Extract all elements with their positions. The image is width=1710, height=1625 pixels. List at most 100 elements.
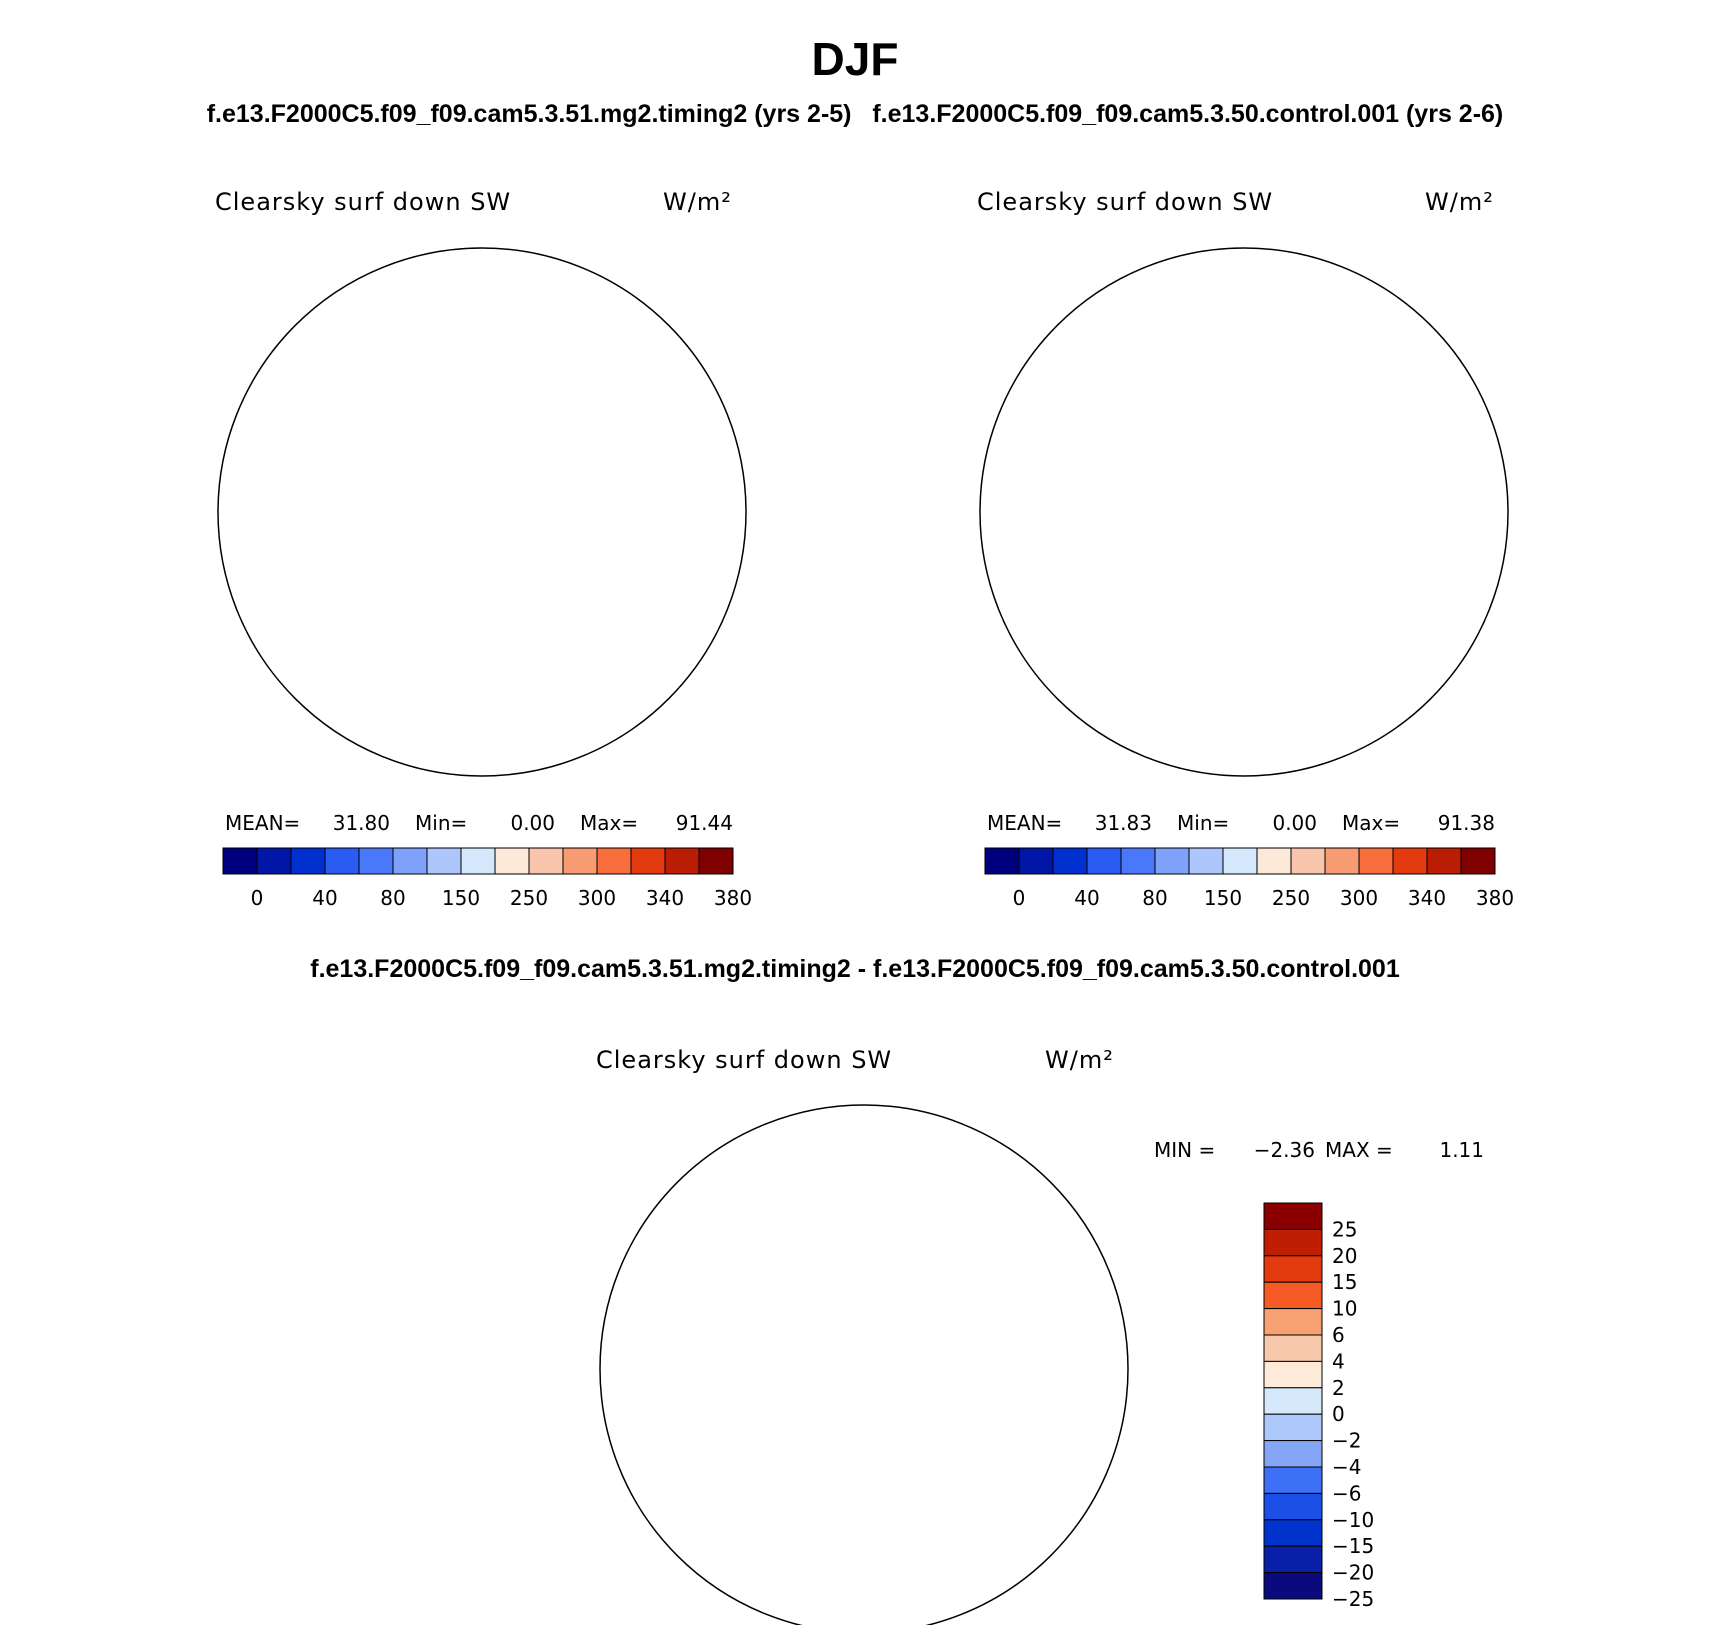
coastline bbox=[974, 217, 1479, 737]
colorbar-swatch bbox=[698, 847, 734, 875]
colorbar-tick-label: −25 bbox=[1332, 1587, 1374, 1611]
units-label-right: W/m² bbox=[1425, 188, 1494, 216]
map-panel-right: Clearsky surf down SW W/m² MEAN= 31.83 Min… bbox=[974, 188, 1514, 910]
colorbar-swatch bbox=[1263, 1281, 1323, 1310]
main-title: DJF bbox=[811, 33, 899, 85]
colorbar-swatch bbox=[1222, 847, 1258, 875]
colorbar-swatch bbox=[1263, 1202, 1323, 1230]
contour-band bbox=[980, 248, 1508, 776]
coastline bbox=[594, 1074, 1099, 1594]
contour-band bbox=[286, 316, 678, 708]
max-label: Max= bbox=[580, 811, 638, 835]
colorbar-swatch bbox=[1263, 1466, 1323, 1494]
colorbar-swatch bbox=[528, 847, 564, 875]
polar-map-difference bbox=[594, 1074, 1128, 1625]
colorbar-swatch bbox=[1188, 847, 1224, 875]
colorbar-tick-label: 0 bbox=[251, 886, 264, 910]
colorbar-tick-label: 150 bbox=[442, 886, 480, 910]
colorbar-tick-label: 250 bbox=[1272, 886, 1310, 910]
colorbar-swatch bbox=[1263, 1440, 1323, 1468]
colorbar-swatch bbox=[1392, 847, 1428, 875]
polar-map-left bbox=[212, 217, 746, 776]
colorbar-tick-label: 340 bbox=[1408, 886, 1446, 910]
min-label: Min= bbox=[415, 811, 467, 835]
contour-band bbox=[700, 760, 746, 776]
colorbar-swatch bbox=[426, 847, 462, 875]
map-panel-difference: Clearsky surf down SW W/m² MIN = −2.36 MAX… bbox=[594, 1046, 1484, 1625]
colorbar-swatch bbox=[392, 847, 428, 875]
colorbar-swatch bbox=[1052, 847, 1088, 875]
colorbar-tick-label: 15 bbox=[1332, 1270, 1357, 1294]
colorbar-tick-label: 380 bbox=[714, 886, 752, 910]
subtitle-right: f.e13.F2000C5.f09_f09.cam5.3.50.control.… bbox=[872, 100, 1504, 128]
colorbar-swatch bbox=[358, 847, 394, 875]
colorbar-swatch bbox=[1426, 847, 1462, 875]
colorbar-tick-label: 6 bbox=[1332, 1323, 1345, 1347]
colorbar-swatch bbox=[222, 847, 258, 875]
colorbar-tick-label: −4 bbox=[1332, 1455, 1361, 1479]
max-value: 91.44 bbox=[676, 811, 733, 835]
contour-band bbox=[1015, 283, 1473, 741]
colorbar-swatch bbox=[1086, 847, 1122, 875]
colorbar-tick-label: 4 bbox=[1332, 1349, 1345, 1373]
colorbar-tick-label: 250 bbox=[510, 886, 548, 910]
contour-band bbox=[1048, 316, 1440, 708]
colorbar-swatch bbox=[1263, 1387, 1323, 1415]
min-value: 0.00 bbox=[1272, 811, 1317, 835]
colorbar-swatch bbox=[984, 847, 1020, 875]
field-label-diff: Clearsky surf down SW bbox=[596, 1046, 892, 1074]
colorbar-tick-label: −10 bbox=[1332, 1508, 1374, 1532]
polar-map-right bbox=[974, 217, 1508, 776]
colorbar-tick-label: −15 bbox=[1332, 1534, 1374, 1558]
colorbar-tick-label: 40 bbox=[1074, 886, 1099, 910]
colorbar-swatch bbox=[324, 847, 360, 875]
colorbar-tick-label: 340 bbox=[646, 886, 684, 910]
colorbar-swatch bbox=[1263, 1519, 1323, 1547]
field-label-right: Clearsky surf down SW bbox=[977, 188, 1273, 216]
colorbar-tick-label: 20 bbox=[1332, 1244, 1357, 1268]
coastline bbox=[212, 217, 717, 737]
colorbar-swatch bbox=[1263, 1308, 1323, 1336]
colorbar-tick-label: 80 bbox=[380, 886, 405, 910]
mean-value: 31.80 bbox=[333, 811, 390, 835]
units-label-left: W/m² bbox=[663, 188, 732, 216]
colorbar-swatch bbox=[1154, 847, 1190, 875]
colorbar-swatch bbox=[1263, 1360, 1323, 1389]
colorbar-tick-label: 300 bbox=[578, 886, 616, 910]
colorbar-tick-label: 0 bbox=[1332, 1402, 1345, 1426]
colorbar-swatch bbox=[494, 847, 530, 875]
colorbar-tick-label: −6 bbox=[1332, 1481, 1361, 1505]
colorbar-swatch bbox=[1018, 847, 1054, 875]
colorbar-swatch bbox=[1358, 847, 1394, 875]
colorbar-tick-label: 300 bbox=[1340, 886, 1378, 910]
colorbar-left: 0 40 80 150 250 300 340 380 bbox=[222, 847, 752, 910]
mean-label: MEAN= bbox=[225, 811, 300, 835]
max-label: MAX = bbox=[1325, 1138, 1393, 1162]
colorbar-swatch bbox=[1263, 1572, 1323, 1600]
contour-band bbox=[1079, 347, 1409, 677]
min-value: −2.36 bbox=[1254, 1138, 1315, 1162]
field-label-left: Clearsky surf down SW bbox=[215, 188, 511, 216]
colorbar-swatch bbox=[1263, 1545, 1323, 1574]
colorbar-swatch bbox=[460, 847, 496, 875]
colorbar-tick-label: 2 bbox=[1332, 1376, 1345, 1400]
colorbar-swatch bbox=[596, 847, 632, 875]
colorbar-swatch bbox=[1263, 1334, 1323, 1362]
contour-band bbox=[253, 283, 711, 741]
colorbar-tick-label: 380 bbox=[1476, 886, 1514, 910]
map-panel-left: Clearsky surf down SW W/m² MEAN= 31.80 Min… bbox=[212, 188, 752, 910]
colorbar-swatch bbox=[290, 847, 326, 875]
colorbar-tick-label: 40 bbox=[312, 886, 337, 910]
colorbar-swatch bbox=[1263, 1492, 1323, 1521]
colorbar-swatch bbox=[664, 847, 700, 875]
subtitle: f.e13.F2000C5.f09_f09.cam5.3.51.mg2.timi… bbox=[0, 100, 1710, 129]
max-value: 91.38 bbox=[1438, 811, 1495, 835]
colorbar-tick-label: 0 bbox=[1013, 886, 1026, 910]
colorbar-swatch bbox=[1263, 1228, 1323, 1257]
contour-band bbox=[317, 347, 647, 677]
max-label: Max= bbox=[1342, 811, 1400, 835]
colorbar-tick-label: −20 bbox=[1332, 1561, 1374, 1585]
min-label: MIN = bbox=[1154, 1138, 1215, 1162]
